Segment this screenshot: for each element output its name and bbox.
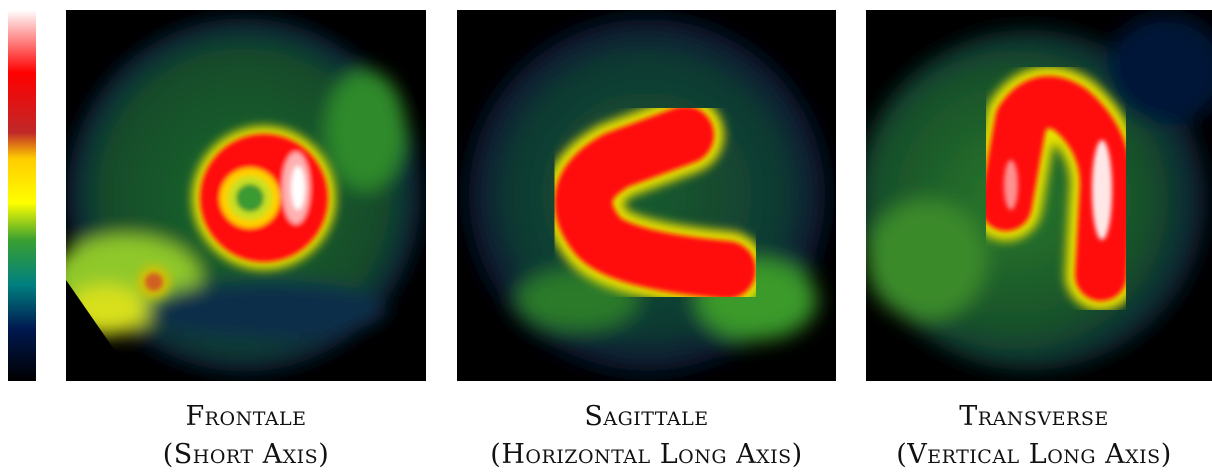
transverse-caption: Transverse (Vertical Long Axis) <box>856 398 1212 474</box>
frontale-scan-image <box>66 10 426 381</box>
color-scale-bar <box>8 10 36 381</box>
transverse-scan-image <box>866 10 1212 381</box>
sagittale-caption: Sagittale (Horizontal Long Axis) <box>442 398 851 474</box>
frontale-title: Frontale <box>185 401 307 432</box>
transverse-title: Transverse <box>959 401 1109 432</box>
frontale-subtitle: (Short Axis) <box>162 439 330 470</box>
sagittale-title: Sagittale <box>584 401 709 432</box>
frontale-caption: Frontale (Short Axis) <box>66 398 426 474</box>
transverse-subtitle: (Vertical Long Axis) <box>896 439 1172 470</box>
sagittale-scan-image <box>457 10 836 381</box>
sagittale-subtitle: (Horizontal Long Axis) <box>490 439 803 470</box>
